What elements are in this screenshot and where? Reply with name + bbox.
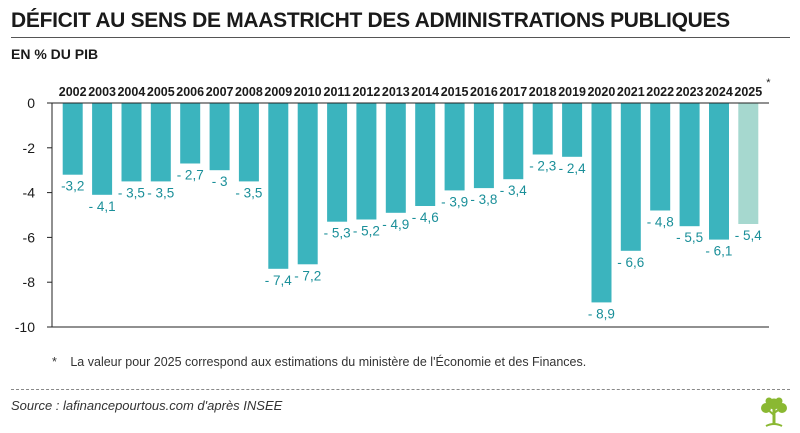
data-label: - 5,4 [735,228,763,243]
data-label: -3,2 [61,179,84,194]
bar-2007 [209,103,230,171]
bar-2003 [92,103,113,195]
year-label: 2004 [117,85,145,99]
footer-divider [11,389,790,390]
y-tick-label: -4 [23,185,36,201]
bar-2024 [709,103,729,240]
bar-2011 [327,103,348,222]
bar-2018 [532,103,553,155]
y-tick-label: -10 [15,319,35,335]
bar-2010 [297,103,318,265]
bar-2002 [62,103,83,175]
data-label: - 2,3 [529,159,556,174]
data-label: - 7,2 [294,268,321,283]
bar-2005 [150,103,171,182]
year-label: 2017 [499,85,527,99]
chart-subtitle: EN % DU PIB [11,46,99,62]
y-tick-label: -8 [23,274,36,290]
bar-2015 [444,103,465,191]
year-label: 2013 [382,85,410,99]
year-label: 2025 [734,85,762,99]
bar-chart: 0 -2 -4 -6 -8 -10 2002 2003 2004 2005 2006 2007 2008… [15,77,772,335]
year-label: 2009 [264,85,292,99]
bar-2012 [356,103,377,220]
year-label: 2021 [617,85,645,99]
data-label: - 4,9 [382,217,409,232]
bar-2014 [415,103,436,206]
data-label: - 6,1 [705,244,732,259]
footnote: * La valeur pour 2025 correspond aux est… [52,355,586,369]
data-label: - 3,5 [147,185,174,200]
bar-2009 [268,103,289,269]
data-label: - 5,2 [353,224,380,239]
data-label: - 2,4 [559,161,587,176]
year-label: 2002 [59,85,87,99]
data-label: - 8,9 [588,306,615,321]
year-label: 2023 [676,85,704,99]
year-label: 2005 [147,85,175,99]
data-label: - 4,1 [89,199,116,214]
title-divider [11,37,790,38]
bar-2008 [238,103,259,182]
year-label: 2014 [411,85,439,99]
year-label: 2011 [324,85,351,99]
footnote-marker: * [52,355,57,369]
chart-title: DÉFICIT AU SENS DE MAASTRICHT DES ADMINI… [11,9,730,32]
data-label: - 6,6 [617,255,644,270]
data-label: - 5,5 [676,230,703,245]
bar-2004 [121,103,142,182]
tree-logo-icon [761,397,787,427]
y-tick-label: -6 [23,229,36,245]
bar-2016 [473,103,494,189]
data-label: - 3,8 [470,192,497,207]
bar-2022 [650,103,671,211]
year-label: 2007 [206,85,234,99]
data-label: - 5,3 [324,226,351,241]
data-label: - 7,4 [265,273,293,288]
data-label: - 3,5 [235,185,262,200]
year-label: 2024 [705,85,733,99]
bar-2017 [503,103,524,180]
year-label: 2003 [88,85,116,99]
data-label: - 4,8 [647,215,674,230]
year-label: 2015 [441,85,469,99]
year-label: 2008 [235,85,263,99]
data-label: - 3,9 [441,194,468,209]
year-label: 2006 [176,85,204,99]
bar-2006 [180,103,201,164]
footnote-text: La valeur pour 2025 correspond aux estim… [70,355,587,369]
year-label: 2022 [646,85,674,99]
y-tick-label: -2 [23,140,36,156]
year-footnote-marker: * [766,77,771,89]
year-label: 2018 [529,85,557,99]
year-label: 2010 [294,85,322,99]
bar-2020 [591,103,612,303]
year-label: 2020 [587,85,615,99]
year-label: 2016 [470,85,498,99]
data-label: - 4,6 [412,210,439,225]
bar-2021 [620,103,641,251]
data-label: - 2,7 [177,168,204,183]
bar-2013 [385,103,406,213]
year-label: 2012 [352,85,380,99]
year-label: 2019 [558,85,586,99]
data-label: - 3,4 [500,183,528,198]
bar-2025 [738,103,759,224]
source-credit: Source : lafinancepourtous.com d'après I… [11,398,283,413]
bar-2019 [562,103,583,157]
data-label: - 3,5 [118,185,145,200]
bar-2023 [679,103,700,227]
y-tick-label: 0 [27,95,35,111]
data-label: - 3 [212,174,228,189]
